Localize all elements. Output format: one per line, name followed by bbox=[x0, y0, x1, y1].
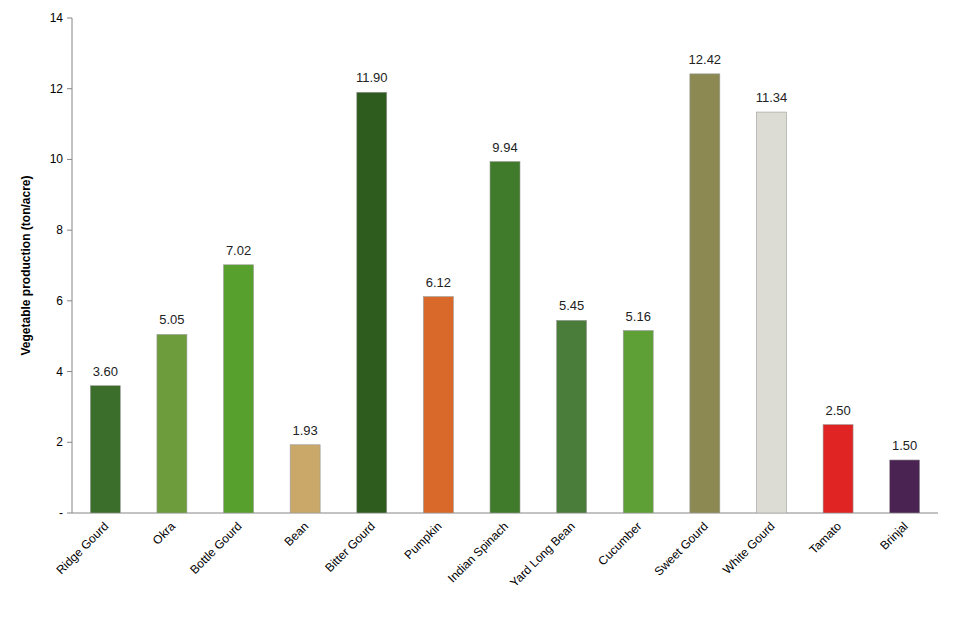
x-tick-label: White Gourd bbox=[720, 519, 778, 577]
data-label: 2.50 bbox=[825, 403, 850, 418]
data-label: 12.42 bbox=[689, 52, 722, 67]
y-tick bbox=[67, 442, 72, 443]
data-label: 5.05 bbox=[159, 312, 184, 327]
x-tick-label: Yard Long Bean bbox=[507, 519, 578, 590]
y-tick bbox=[67, 230, 72, 231]
data-label: 11.90 bbox=[356, 70, 388, 85]
bar bbox=[290, 445, 320, 513]
data-label: 1.50 bbox=[892, 438, 917, 453]
data-label: 5.16 bbox=[626, 309, 651, 324]
bar bbox=[557, 320, 587, 513]
y-tick bbox=[67, 300, 72, 301]
y-tick-label: - bbox=[59, 506, 63, 520]
data-label: 1.93 bbox=[292, 423, 317, 438]
bar bbox=[756, 112, 786, 513]
data-label: 7.02 bbox=[226, 243, 251, 258]
x-tick-label: Indian Spinach bbox=[445, 519, 511, 585]
y-tick bbox=[67, 88, 72, 89]
data-label: 3.60 bbox=[93, 364, 118, 379]
x-tick-label: Cucumber bbox=[595, 519, 644, 568]
bar bbox=[490, 162, 520, 513]
y-tick bbox=[67, 371, 72, 372]
bar bbox=[224, 265, 254, 513]
chart: - 2 4 6 8 10 12 14 Vegetable production (ton/acr… bbox=[0, 0, 953, 624]
x-tick-label: Ridge Gourd bbox=[53, 519, 111, 577]
bars bbox=[90, 74, 919, 513]
y-tick-label: 6 bbox=[56, 294, 63, 308]
bar bbox=[157, 334, 187, 513]
y-tick bbox=[67, 513, 72, 514]
data-label: 9.94 bbox=[492, 140, 517, 155]
data-label: 6.12 bbox=[426, 275, 451, 290]
y-axis bbox=[72, 18, 73, 513]
bar bbox=[690, 74, 720, 513]
x-tick-label: Pumpkin bbox=[402, 519, 445, 562]
bar bbox=[90, 386, 120, 513]
y-tick-label: 8 bbox=[56, 223, 63, 237]
x-tick-label: Tamato bbox=[806, 519, 844, 557]
y-tick-label: 4 bbox=[56, 365, 63, 379]
x-tick-label: Bottle Gourd bbox=[187, 519, 245, 577]
y-tick bbox=[67, 159, 72, 160]
x-tick-label: Bitter Gourd bbox=[322, 519, 378, 575]
x-tick-label: Bean bbox=[282, 519, 312, 549]
y-tick-label: 2 bbox=[56, 435, 63, 449]
y-axis-title: Vegetable production (ton/acre) bbox=[19, 175, 33, 355]
data-label: 5.45 bbox=[559, 298, 584, 313]
bar bbox=[890, 460, 920, 513]
bar bbox=[823, 425, 853, 513]
y-tick-label: 14 bbox=[50, 11, 64, 25]
bar bbox=[357, 92, 387, 513]
y-tick-label: 10 bbox=[50, 152, 64, 166]
y-tick bbox=[67, 18, 72, 19]
data-label: 11.34 bbox=[756, 90, 788, 105]
x-tick-label: Brinjal bbox=[877, 519, 910, 552]
x-tick-label: Sweet Gourd bbox=[652, 519, 711, 578]
bar bbox=[423, 297, 453, 513]
x-tick-label: Okra bbox=[150, 519, 179, 548]
y-tick-label: 12 bbox=[50, 82, 64, 96]
bar bbox=[623, 331, 653, 513]
